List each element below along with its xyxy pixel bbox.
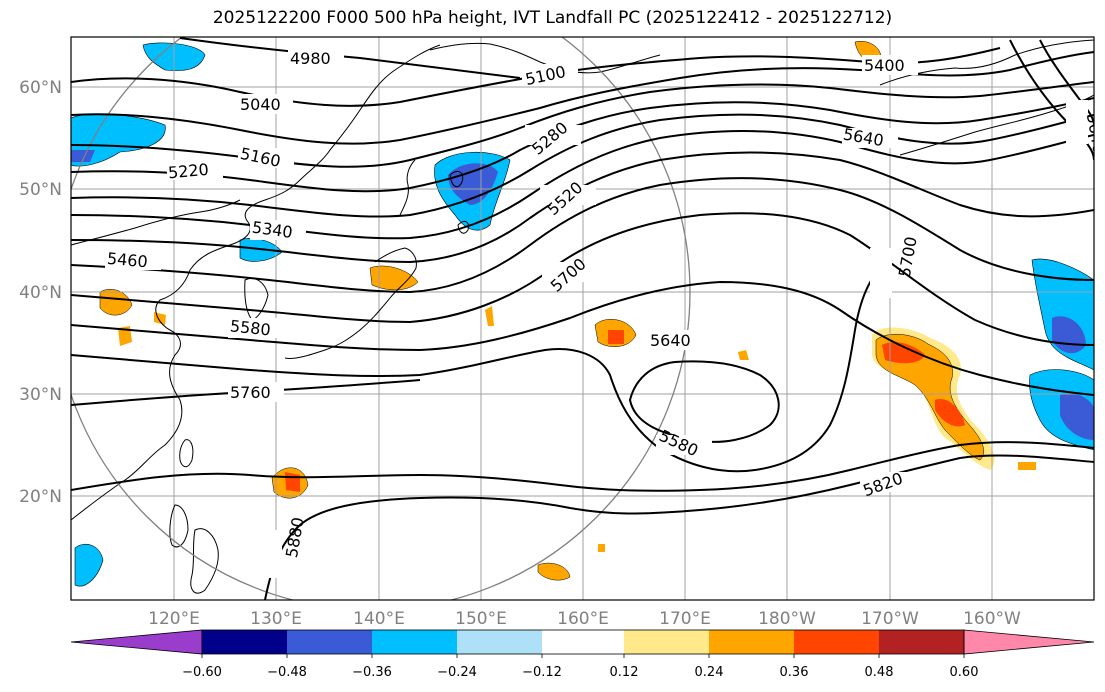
colorbar-segment [794,630,879,654]
contour-label: 4980 [290,49,331,68]
contour-label: 5640 [1083,112,1105,155]
lon-label: 150°E [455,609,507,629]
lon-label: 170°E [659,609,711,629]
contour-label: 5400 [864,56,905,75]
figure-title: 2025122200 F000 500 hPa height, IVT Land… [212,8,893,28]
colorbar-segment [624,630,709,654]
ivt-positive-region [598,544,605,552]
colorbar-tick: −0.36 [352,665,392,680]
ivt-positive-region [935,399,965,427]
lon-label: 180°W [758,609,816,629]
lat-label: 30°N [19,385,62,405]
ivt-positive-region [485,306,494,326]
lat-label: 60°N [19,78,62,98]
coastlines [71,39,1094,594]
ivt-positive-region [608,330,624,344]
colorbar-tick: −0.48 [267,665,307,680]
ivt-positive-region [537,562,571,581]
colorbar-outline [201,629,965,655]
contour-label: 5760 [230,383,271,402]
ivt-positive-region [369,265,419,291]
ivt-negative-region [71,150,95,162]
ivt-positive-region [1018,462,1036,470]
colorbar-segment [372,630,457,654]
lat-label: 50°N [19,180,62,200]
colorbar-tick: 0.60 [950,665,979,680]
contour-label: 5640 [650,331,691,350]
reference-circle [71,37,691,600]
colorbar-segment-min [70,629,203,655]
map-frame [70,36,1095,601]
colorbar-tick: −0.24 [437,665,477,680]
colorbar-segment [709,630,794,654]
ivt-positive-region [285,472,300,492]
contour-label: 5220 [167,160,209,182]
contour-label: 5040 [240,95,281,114]
colorbar-segment [879,630,964,654]
lon-label: 170°W [861,609,919,629]
lon-label: 130°E [250,609,302,629]
colorbar-tick: −0.60 [182,665,222,680]
ivt-negative-region [74,544,104,587]
colorbar-tick: 0.12 [610,665,639,680]
colorbar-segment [287,630,372,654]
ivt-negative-region [1060,393,1094,440]
latitude-labels: 60°N 50°N 40°N 30°N 20°N [19,78,62,507]
ivt-positive-region [118,326,132,346]
colorbar-segment [457,630,542,654]
lon-label: 160°E [557,609,609,629]
ivt-positive-region [99,289,133,316]
ivt-positive-region [738,350,749,360]
colorbar-tick: 0.36 [780,665,809,680]
ivt-positive-region [882,342,925,364]
colorbar: −0.60 −0.48 −0.36 −0.24 −0.12 0.12 0.24 … [70,629,1095,680]
contour-label: 5580 [229,316,271,339]
ivt-positive-region [875,333,984,461]
colorbar-segment [542,630,624,654]
ivt-negative-region [448,163,498,205]
colorbar-tick: 0.48 [865,665,894,680]
contour-label: 5460 [106,249,148,271]
longitude-labels: 120°E 130°E 140°E 150°E 160°E 170°E 180°… [148,609,1021,629]
lon-label: 160°W [963,609,1021,629]
lat-label: 40°N [19,283,62,303]
lat-label: 20°N [19,487,62,507]
colorbar-segment [202,630,287,654]
lon-label: 140°E [353,609,405,629]
colorbar-tick: −0.12 [522,665,562,680]
colorbar-segment-max [963,629,1095,655]
colorbar-tick: 0.24 [695,665,724,680]
lon-label: 120°E [148,609,200,629]
